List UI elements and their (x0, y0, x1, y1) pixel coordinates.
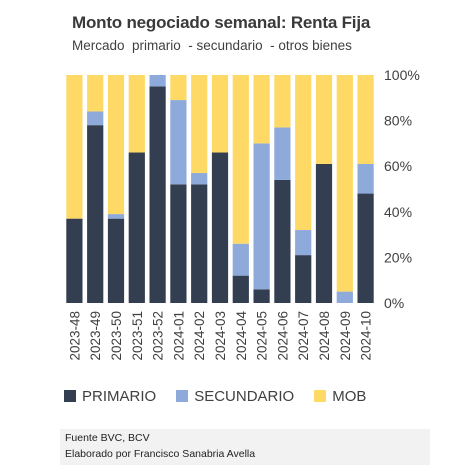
legend-swatch-primario (64, 390, 76, 402)
legend-swatch-mob (314, 390, 327, 402)
bar-primario-2024-08 (315, 163, 333, 303)
bar-mob-2024-08 (315, 75, 333, 164)
bar-primario-2023-51 (128, 152, 145, 303)
bar-secundario-2023-50 (107, 214, 125, 219)
x-tick-label: 2023-52 (151, 311, 166, 361)
bar-mob-2024-05 (253, 75, 270, 144)
bar-mob-2023-50 (107, 75, 125, 215)
bar-secundario-2024-06 (274, 127, 291, 180)
bar-mob-2024-09 (336, 75, 353, 292)
x-tick-label: 2024-10 (359, 311, 374, 361)
x-tick-label: 2024-09 (338, 311, 353, 361)
bar-primario-2023-48 (66, 218, 83, 303)
y-tick-label: 20% (384, 249, 412, 265)
x-tick-label: 2023-48 (67, 311, 82, 361)
bar-secundario-2024-01 (170, 100, 187, 185)
legend-label-secundario: SECUNDARIO (194, 387, 295, 405)
bar-mob-2024-04 (232, 75, 249, 244)
legend-item-mob: MOB (314, 388, 366, 405)
bar-secundario-2024-09 (336, 291, 353, 303)
bar-mob-2024-01 (170, 75, 187, 101)
legend-item-secundario: SECUNDARIO (176, 388, 294, 405)
bar-mob-2024-03 (211, 75, 229, 153)
bar-mob-2023-51 (128, 75, 145, 153)
bar-mob-2024-06 (274, 75, 291, 128)
x-tick-label: 2024-05 (255, 311, 270, 361)
bar-primario-2024-05 (253, 289, 270, 303)
legend-label-mob: MOB (332, 387, 367, 405)
legend-swatch-secundario (176, 390, 189, 402)
x-tick-label: 2024-04 (234, 311, 249, 361)
chart-subtitle: Mercado primario - secundario - otros bi… (72, 38, 352, 53)
x-tick-label: 2023-51 (130, 311, 145, 361)
bar-mob-2023-49 (87, 75, 104, 112)
bar-secundario-2023-49 (87, 111, 104, 126)
bar-primario-2024-10 (357, 193, 374, 303)
bar-mob-2023-48 (66, 75, 83, 219)
legend-label-primario: PRIMARIO (82, 387, 157, 405)
y-tick-label: 60% (384, 158, 412, 174)
legend-item-primario: PRIMARIO (64, 388, 156, 405)
x-tick-label: 2023-50 (109, 311, 124, 361)
x-tick-label: 2024-02 (192, 311, 207, 361)
bar-mob-2024-07 (295, 75, 312, 231)
y-tick-label: 40% (384, 204, 412, 220)
x-tick-label: 2024-01 (171, 311, 186, 361)
x-tick-label: 2024-08 (317, 311, 332, 361)
legend: PRIMARIO SECUNDARIO MOB (64, 385, 386, 407)
bar-primario-2023-52 (149, 86, 166, 304)
bar-mob-2024-02 (191, 75, 208, 174)
bar-primario-2023-49 (87, 125, 104, 303)
chart-title: Monto negociado semanal: Renta Fija (72, 13, 371, 32)
bar-secundario-2024-10 (357, 163, 374, 194)
x-tick-label: 2024-06 (275, 311, 290, 361)
bar-secundario-2024-02 (191, 173, 208, 185)
bar-primario-2024-06 (274, 179, 291, 303)
footer: Fuente BVC, BCV Elaborado por Francisco … (60, 429, 430, 465)
bar-secundario-2023-52 (149, 75, 166, 87)
bar-primario-2023-50 (107, 218, 125, 303)
bar-secundario-2024-07 (295, 230, 312, 256)
y-tick-label: 80% (384, 113, 412, 129)
bar-primario-2024-04 (232, 275, 249, 303)
bar-primario-2024-02 (191, 184, 208, 303)
y-tick-label: 100% (384, 67, 420, 83)
bars-layer (66, 75, 374, 304)
bar-mob-2024-10 (357, 75, 374, 164)
footer-source: Fuente BVC, BCV (65, 432, 150, 444)
bar-secundario-2024-05 (253, 143, 270, 290)
y-axis-ticks: 0% 20% 40% 60% 80% 100% (384, 67, 420, 311)
x-tick-label: 2024-07 (296, 311, 311, 361)
y-tick-label: 0% (384, 295, 404, 311)
footer-author: Elaborado por Francisco Sanabria Avella (65, 448, 256, 460)
x-tick-label: 2023-49 (88, 311, 103, 361)
bar-primario-2024-07 (295, 255, 312, 303)
bar-primario-2024-01 (170, 184, 187, 303)
x-axis-ticks: 2023-48 2023-49 2023-50 2023-51 2023-52 2024-… (67, 311, 373, 361)
x-tick-label: 2024-03 (213, 311, 228, 361)
bar-primario-2024-03 (211, 152, 229, 303)
bar-secundario-2024-04 (232, 243, 249, 276)
